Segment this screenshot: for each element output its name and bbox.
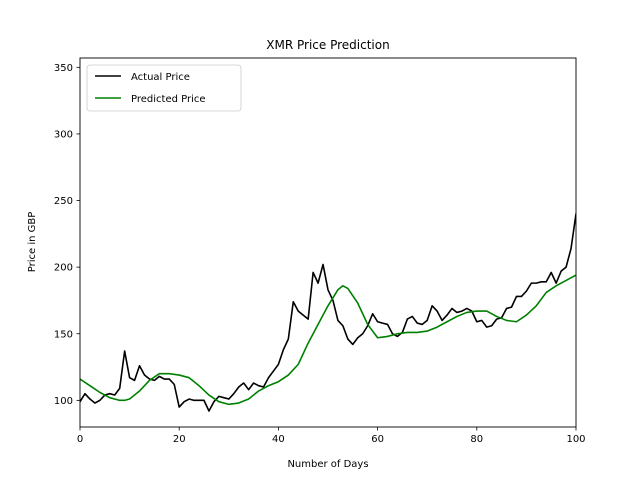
y-axis-label: Price in GBP — [27, 212, 38, 273]
x-tick-label: 60 — [371, 434, 384, 445]
x-tick-label: 20 — [173, 434, 186, 445]
legend-label: Actual Price — [131, 72, 190, 83]
y-tick-label: 100 — [54, 396, 73, 407]
series-line-predicted-price — [80, 274, 576, 406]
y-axis: 100 150 200 250 300 350 — [54, 63, 80, 407]
x-tick-label: 100 — [566, 434, 585, 445]
y-tick-label: 150 — [54, 329, 73, 340]
x-axis-label: Number of Days — [287, 459, 368, 470]
plot-frame — [79, 57, 577, 428]
plot-area — [79, 57, 577, 428]
legend: Actual Price Predicted Price — [86, 64, 242, 112]
y-tick-label: 200 — [54, 263, 73, 274]
x-axis: 0 20 40 60 80 100 — [77, 427, 586, 445]
legend-label: Predicted Price — [131, 94, 206, 105]
x-tick-label: 0 — [77, 434, 83, 445]
y-tick-label: 300 — [54, 130, 73, 141]
y-tick-label: 350 — [54, 63, 73, 74]
series-line-actual-price — [80, 213, 576, 412]
y-tick-label: 250 — [54, 196, 73, 207]
x-tick-label: 80 — [470, 434, 483, 445]
chart-title: XMR Price Prediction — [266, 38, 389, 52]
legend-box — [86, 64, 242, 112]
x-tick-label: 40 — [272, 434, 285, 445]
